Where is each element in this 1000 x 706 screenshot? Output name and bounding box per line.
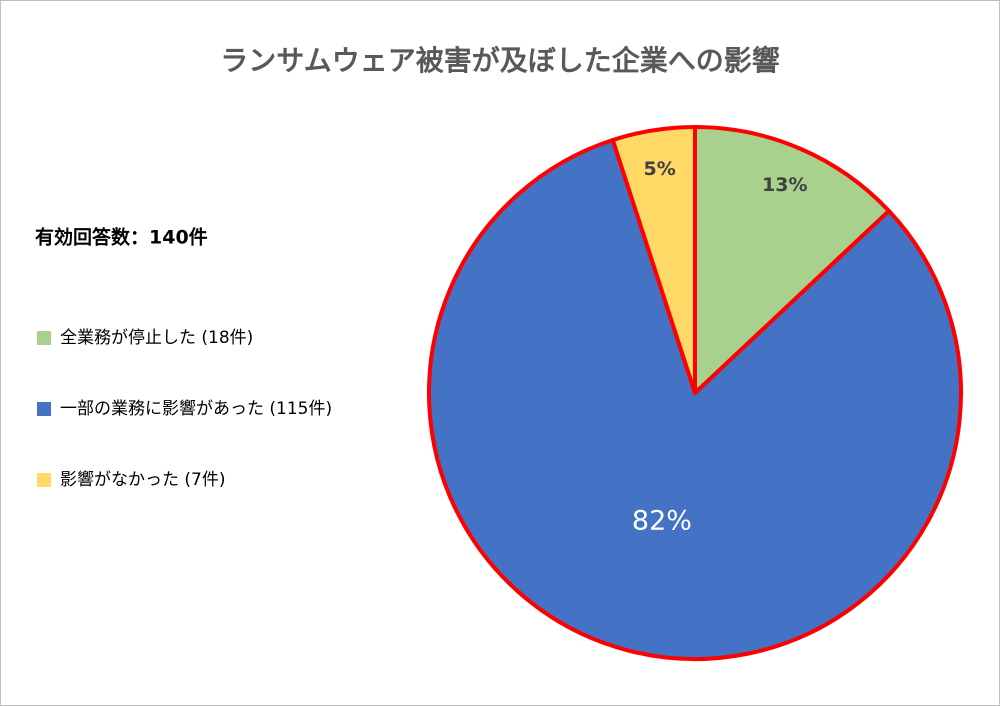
legend-swatch — [37, 402, 51, 416]
data-label: 13% — [762, 174, 807, 196]
legend-label: 一部の業務に影響があった (115件) — [60, 399, 332, 419]
legend-swatch — [37, 331, 51, 345]
annotation: 有効回答数：140件 — [35, 226, 208, 249]
pie-slice — [610, 125, 697, 395]
legend-label: 全業務が停止した (18件) — [60, 328, 253, 348]
legend-swatch — [37, 473, 51, 487]
data-label: 5% — [643, 158, 675, 180]
pie-slice — [427, 138, 963, 661]
chart-title: ランサムウェア被害が及ぼした企業への影響 — [220, 44, 779, 77]
data-label: 82% — [632, 505, 692, 536]
pie-slice — [693, 125, 891, 395]
legend-label: 影響がなかった (7件) — [60, 470, 225, 490]
